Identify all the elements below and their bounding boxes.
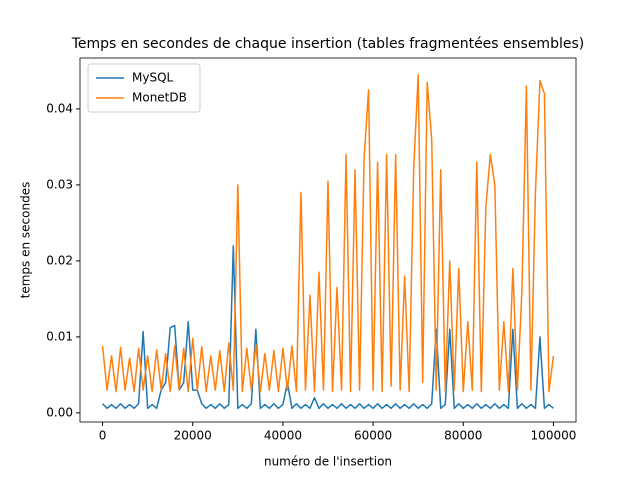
y-tick-label: 0.01 xyxy=(46,329,73,343)
y-axis-label: temps en secondes xyxy=(19,182,33,299)
x-axis-label: numéro de l'insertion xyxy=(264,455,392,469)
x-tick-label: 60000 xyxy=(354,429,392,443)
x-tick-label: 40000 xyxy=(264,429,302,443)
legend-box xyxy=(87,63,201,113)
axes-frame xyxy=(79,57,577,423)
series-line xyxy=(101,73,555,393)
y-tick-label: 0.04 xyxy=(46,101,73,115)
x-tick-label: 0 xyxy=(99,429,107,443)
y-tick-label: 0.02 xyxy=(46,253,73,267)
x-tick-label: 80000 xyxy=(444,429,482,443)
legend-label: MySQL xyxy=(132,71,174,85)
x-tick-label: 20000 xyxy=(174,429,212,443)
legend-label: MonetDB xyxy=(132,91,187,105)
y-tick-label: 0.00 xyxy=(46,405,73,419)
y-tick-label: 0.03 xyxy=(46,177,73,191)
series-line xyxy=(102,244,554,410)
legend: MySQL MonetDB xyxy=(87,63,201,113)
chart-title: Temps en secondes de chaque insertion (t… xyxy=(71,36,584,52)
x-tick-label: 100000 xyxy=(531,429,577,443)
